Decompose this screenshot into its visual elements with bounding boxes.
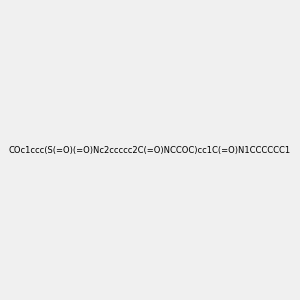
- Text: COc1ccc(S(=O)(=O)Nc2ccccc2C(=O)NCCOC)cc1C(=O)N1CCCCCC1: COc1ccc(S(=O)(=O)Nc2ccccc2C(=O)NCCOC)cc1…: [9, 146, 291, 154]
